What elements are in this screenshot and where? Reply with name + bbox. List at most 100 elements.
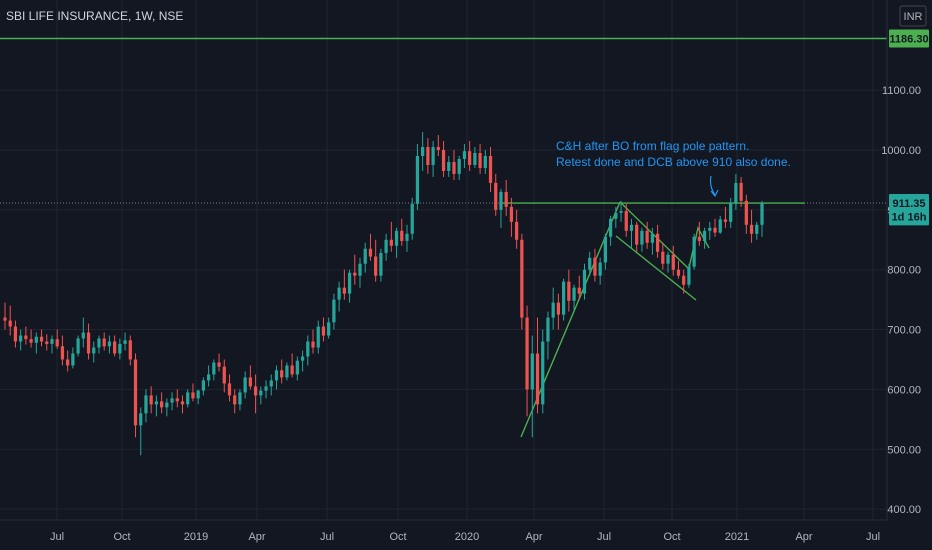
candle-body: [128, 340, 132, 360]
candle-body: [113, 341, 117, 354]
candle-body: [66, 359, 70, 366]
candle-body: [468, 151, 472, 165]
candle-body: [39, 336, 44, 342]
candle-body: [640, 230, 644, 245]
candle-body: [243, 377, 247, 393]
candle-body: [107, 341, 112, 347]
candle-body: [29, 339, 33, 343]
candle-body: [358, 263, 362, 276]
candle-body: [713, 227, 717, 233]
price-tag-text: 1186.30: [889, 33, 928, 45]
x-tick-label: Jul: [320, 531, 334, 543]
candle-body: [421, 147, 425, 156]
candle-body: [34, 336, 38, 343]
x-tick-label: Apr: [525, 531, 542, 543]
candle-body: [473, 152, 477, 165]
flag-lower-line: [615, 235, 697, 301]
candle-body: [661, 251, 665, 264]
x-tick-label: 2021: [725, 531, 749, 543]
candle-body: [619, 211, 623, 213]
time-axis[interactable]: Jul Oct 2019 Apr Jul Oct 2020 Apr Jul Oct 2021 Apr J…: [50, 531, 880, 543]
candle-body: [311, 341, 315, 348]
candle-body: [55, 339, 59, 347]
candle-body: [154, 401, 159, 405]
candle-body: [598, 262, 602, 276]
candle-body: [671, 254, 675, 270]
candle-body: [264, 386, 268, 391]
candle-body: [478, 152, 482, 168]
candle-body: [525, 317, 529, 390]
candle-body: [269, 380, 273, 387]
candle-body: [201, 380, 206, 391]
candle-body: [624, 211, 628, 231]
price-tag: 1186.30: [889, 29, 929, 48]
candle-body: [206, 374, 211, 381]
candle-body: [394, 230, 399, 246]
candle-body: [60, 346, 65, 360]
candle-body: [280, 370, 284, 378]
candle-body: [635, 224, 639, 245]
candle-body: [8, 320, 12, 327]
annotation[interactable]: C&H after BO from flag pole pattern. Ret…: [556, 139, 791, 198]
candle-body: [760, 203, 764, 225]
candle-body: [483, 155, 487, 168]
y-tick-label: 400.00: [887, 504, 921, 516]
candle-body: [515, 221, 519, 240]
candle-body: [755, 224, 759, 234]
y-tick-label: 500.00: [887, 444, 921, 456]
candle-body: [447, 161, 451, 171]
candle-body: [379, 252, 383, 276]
candle-body: [682, 275, 686, 285]
x-tick-label: Apr: [248, 531, 265, 543]
x-tick-label: Jul: [597, 531, 611, 543]
candle-body: [300, 356, 305, 361]
candle-body: [431, 147, 435, 165]
candle-body: [374, 256, 378, 276]
candle-body: [441, 150, 446, 171]
candle-body: [504, 191, 508, 207]
candle-body: [368, 248, 373, 257]
candle-body: [327, 322, 331, 336]
candle-body: [499, 191, 503, 210]
price-tag-bg: [889, 29, 929, 48]
candle-body: [165, 402, 169, 408]
candle-body: [363, 248, 367, 264]
candle-body: [316, 326, 320, 348]
candle-body: [118, 343, 122, 354]
candle-body: [259, 390, 263, 396]
x-tick-label: Jul: [50, 531, 64, 543]
x-tick-label: Jul: [866, 531, 880, 543]
candle-body: [520, 239, 524, 318]
candle-body: [180, 401, 185, 405]
candle-body: [384, 239, 388, 253]
x-tick-label: Apr: [795, 531, 812, 543]
price-tag-text: 1d 16h: [892, 211, 927, 223]
candle-body: [655, 233, 660, 252]
candle-body: [175, 398, 179, 402]
candle-body: [629, 224, 634, 231]
candle-body: [494, 182, 498, 210]
candle-body: [332, 299, 336, 323]
currency-badge[interactable]: INR: [899, 5, 927, 27]
candle-body: [76, 338, 80, 354]
candle-body: [389, 239, 393, 246]
candle-body: [556, 302, 561, 315]
price-tag-text: 911.35: [892, 198, 925, 210]
y-tick-label: 700.00: [887, 325, 921, 337]
candle-body: [196, 390, 200, 399]
candle-body: [588, 257, 592, 270]
candle-body: [708, 227, 712, 231]
candle-body: [3, 317, 7, 321]
y-tick-label: 600.00: [887, 384, 921, 396]
candle-body: [723, 219, 728, 222]
candle-body: [285, 365, 289, 378]
candle-body: [702, 230, 707, 241]
candle-body: [347, 272, 352, 294]
candle-body: [567, 281, 571, 301]
candle-body: [650, 233, 654, 243]
horizontal-lines[interactable]: [0, 37, 887, 204]
candle-body: [139, 413, 143, 426]
